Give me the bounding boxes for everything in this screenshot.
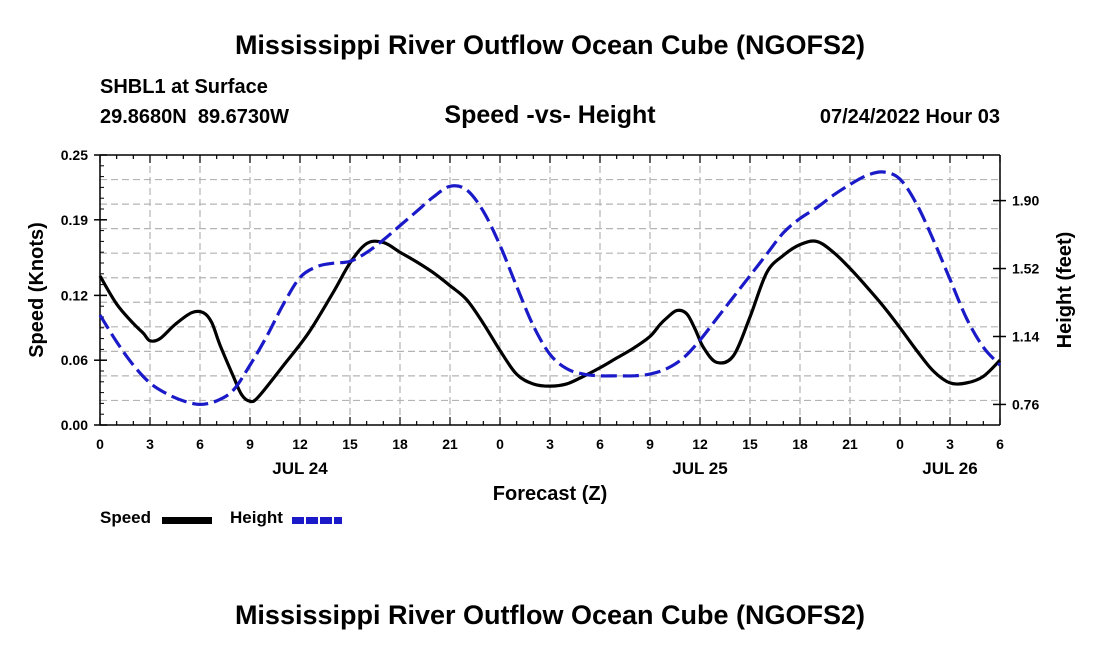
x-tick-label: 6	[596, 436, 604, 452]
station-coordinates: 29.8680N 89.6730W	[100, 106, 290, 128]
speed-height-chart: 0 3 6 9 12 15 18 21 0 3 6 9 12 15 18 21 0 3 6 JUL 24 JUL 25 J…	[26, 147, 1076, 505]
x-tick-label: 3	[946, 436, 954, 452]
x-tick-label: 18	[792, 436, 808, 452]
forecast-datetime: 07/24/2022 Hour 03	[819, 106, 1000, 128]
x-tick-label: 12	[692, 436, 708, 452]
x-day-label: JUL 24	[272, 459, 328, 478]
x-tick-label: 9	[246, 436, 254, 452]
legend-height-swatch	[292, 517, 342, 524]
x-tick-label: 0	[96, 436, 104, 452]
y-tick-label: 0.06	[61, 352, 88, 368]
x-day-label: JUL 26	[922, 459, 977, 478]
speed-series-line	[98, 239, 1002, 404]
x-tick-label: 6	[196, 436, 204, 452]
chart-footer-title: Mississippi River Outflow Ocean Cube (NG…	[234, 600, 866, 630]
y2-tick-label: 0.76	[1012, 396, 1039, 412]
y2-tick-label: 1.14	[1012, 328, 1039, 344]
y-tick-label: 0.25	[61, 147, 88, 163]
legend-speed-label: Speed	[100, 508, 152, 527]
x-tick-label: 3	[146, 436, 154, 452]
x-tick-label: 21	[842, 436, 858, 452]
x-tick-label: 15	[742, 436, 758, 452]
x-tick-label: 0	[896, 436, 904, 452]
x-tick-label: 18	[392, 436, 408, 452]
y-tick-label: 0.12	[61, 287, 88, 303]
x-day-label: JUL 25	[672, 459, 727, 478]
x-tick-label: 3	[546, 436, 554, 452]
y-tick-label: 0.00	[61, 417, 88, 433]
chart-main-title: Mississippi River Outflow Ocean Cube (NG…	[234, 30, 866, 60]
y-tick-label: 0.19	[61, 212, 88, 228]
x-axis-title: Forecast (Z)	[493, 483, 607, 505]
legend-height-label: Height	[230, 508, 283, 527]
x-tick-label: 0	[496, 436, 504, 452]
y2-axis-title: Height (feet)	[1054, 232, 1076, 349]
y2-tick-label: 1.52	[1012, 261, 1039, 277]
plot-subtitle: Speed -vs- Height	[444, 101, 656, 129]
x-tick-label: 12	[292, 436, 308, 452]
x-tick-label: 9	[646, 436, 654, 452]
station-label: SHBL1 at Surface	[100, 76, 268, 98]
x-tick-label: 15	[342, 436, 358, 452]
legend-speed-swatch	[162, 517, 212, 524]
x-tick-label: 6	[996, 436, 1004, 452]
x-tick-label: 21	[442, 436, 458, 452]
y2-tick-label: 1.90	[1012, 193, 1039, 209]
y-axis-title: Speed (Knots)	[26, 222, 48, 358]
height-series-line	[98, 170, 1002, 407]
